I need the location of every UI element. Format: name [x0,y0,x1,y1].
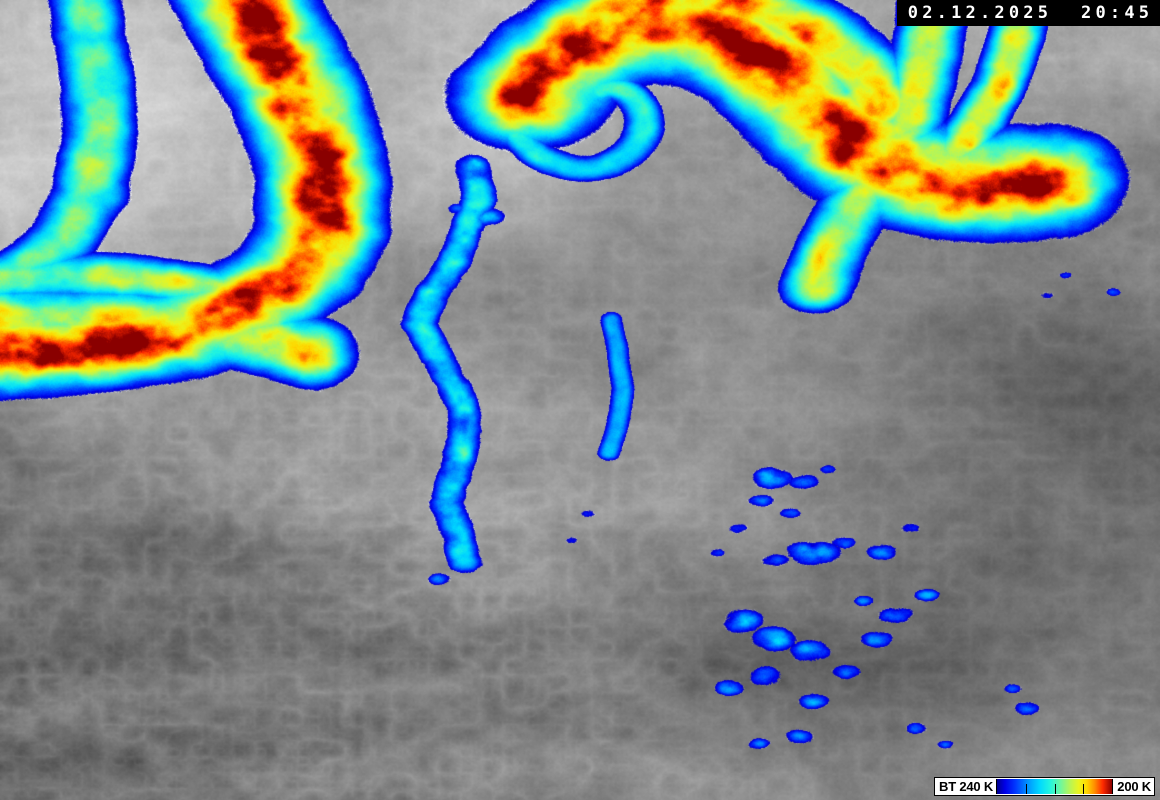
colorbar-tick-2 [1083,784,1085,794]
colorbar-min-label: BT 240 K [939,778,994,794]
colorbar-max-label: 200 K [1117,778,1151,794]
colorbar-tick-0 [1025,784,1027,794]
timestamp-overlay: 02.12.2025 20:45 [897,0,1160,26]
colorbar-gradient-container [996,779,1114,794]
colorbar-tick-1 [1054,784,1056,794]
colorbar-legend: BT 240 K 200 K [934,777,1155,796]
